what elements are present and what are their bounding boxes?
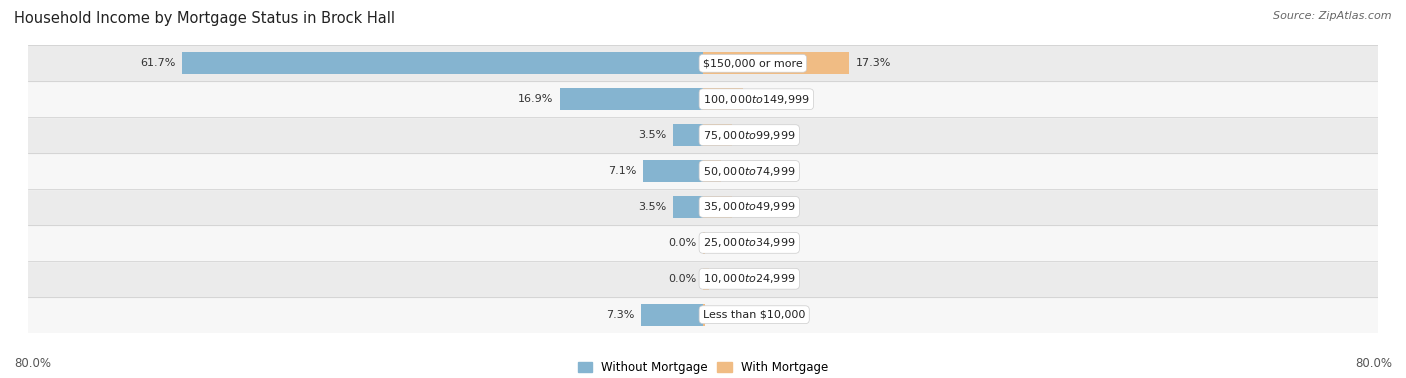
Text: $100,000 to $149,999: $100,000 to $149,999 (703, 93, 810, 106)
Legend: Without Mortgage, With Mortgage: Without Mortgage, With Mortgage (574, 356, 832, 378)
Text: 3.4%: 3.4% (738, 130, 766, 140)
Bar (28, 189, 1378, 225)
Bar (673, 124, 703, 146)
Text: 80.0%: 80.0% (1355, 358, 1392, 370)
Bar (703, 196, 731, 218)
Text: 3.5%: 3.5% (638, 202, 666, 212)
Bar (703, 160, 721, 182)
Text: 7.3%: 7.3% (606, 310, 634, 320)
Text: Source: ZipAtlas.com: Source: ZipAtlas.com (1274, 11, 1392, 21)
Text: $150,000 or more: $150,000 or more (703, 58, 803, 68)
Text: Less than $10,000: Less than $10,000 (703, 310, 806, 320)
Bar (643, 160, 703, 182)
Bar (641, 304, 703, 326)
Bar (703, 124, 731, 146)
Text: 0.22%: 0.22% (711, 238, 747, 248)
Text: 16.9%: 16.9% (519, 94, 554, 104)
Bar (28, 117, 1378, 153)
Text: $50,000 to $74,999: $50,000 to $74,999 (703, 164, 796, 178)
Bar (703, 52, 849, 74)
Text: $75,000 to $99,999: $75,000 to $99,999 (703, 129, 796, 142)
Bar (673, 196, 703, 218)
Text: $35,000 to $49,999: $35,000 to $49,999 (703, 200, 796, 214)
Text: 7.1%: 7.1% (607, 166, 637, 176)
Bar (28, 45, 1378, 81)
Bar (703, 304, 706, 326)
Bar (28, 81, 1378, 117)
Text: 61.7%: 61.7% (141, 58, 176, 68)
Bar (28, 261, 1378, 297)
Bar (183, 52, 703, 74)
Text: 3.4%: 3.4% (738, 202, 766, 212)
Bar (28, 153, 1378, 189)
Text: 0.27%: 0.27% (711, 310, 748, 320)
Text: 0.69%: 0.69% (716, 274, 751, 284)
Bar (703, 232, 704, 254)
Text: Household Income by Mortgage Status in Brock Hall: Household Income by Mortgage Status in B… (14, 11, 395, 26)
Text: 2.1%: 2.1% (727, 166, 756, 176)
Bar (28, 297, 1378, 333)
Text: 4.7%: 4.7% (749, 94, 778, 104)
Text: 3.5%: 3.5% (638, 130, 666, 140)
Text: 0.0%: 0.0% (668, 238, 696, 248)
Bar (703, 268, 709, 290)
Text: 17.3%: 17.3% (856, 58, 891, 68)
Text: $10,000 to $24,999: $10,000 to $24,999 (703, 272, 796, 285)
Text: 80.0%: 80.0% (14, 358, 51, 370)
Text: $25,000 to $34,999: $25,000 to $34,999 (703, 236, 796, 249)
Text: 0.0%: 0.0% (668, 274, 696, 284)
Bar (561, 88, 703, 110)
Bar (703, 88, 742, 110)
Bar (28, 225, 1378, 261)
